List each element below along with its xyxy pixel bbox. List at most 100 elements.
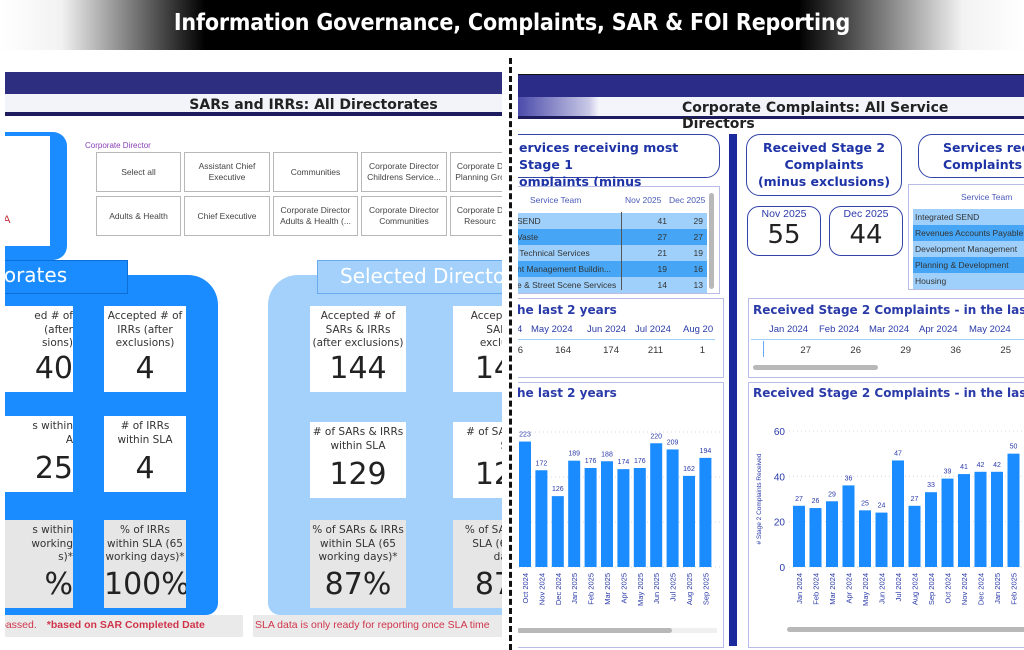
complaints-panel: Corporate Complaints: All Service Direct… — [518, 70, 1024, 650]
matrix-title: Received Stage 2 Complaints - in the las… — [753, 303, 1024, 317]
bar-jul-2025[interactable] — [666, 449, 679, 567]
slicer-option[interactable]: Corporate D Planning Gro — [450, 152, 502, 192]
right-header-bar — [518, 74, 1024, 97]
selected-directorates-tab: Selected Director — [317, 260, 502, 294]
left-header-strip: SARs and IRRs: All Directorates — [5, 94, 502, 116]
kpi-value: 87% — [324, 567, 392, 602]
slicer-option[interactable]: Adults & Health — [96, 196, 181, 236]
bar-nov-2024[interactable] — [535, 470, 548, 567]
slicer-option[interactable]: Corporate Director Childrens Service... — [361, 152, 447, 192]
kpi-value: 129 — [329, 457, 387, 492]
data-label: 33 — [927, 482, 935, 489]
slicer-option[interactable]: Corporate D Resourc — [450, 196, 502, 236]
table-row[interactable]: Revenues Accounts Payable — [913, 225, 1024, 241]
x-tick-label: Feb 2024 — [812, 573, 821, 605]
stage2-card-value: 55 — [767, 220, 801, 250]
table-row[interactable]: Vaste 27 27 — [518, 229, 707, 245]
bar-dec-2024[interactable] — [551, 496, 564, 567]
bar-jul-2024[interactable] — [892, 460, 904, 567]
slicer-option[interactable]: Corporate Director Adults & Health (... — [273, 196, 358, 236]
table-scrollbar[interactable] — [709, 193, 714, 289]
table-row[interactable]: SEND 41 29 — [518, 213, 707, 229]
table-row[interactable]: nt Management Buildin... 19 16 — [518, 261, 707, 277]
data-label: 188 — [601, 451, 613, 458]
bar-apr-2025[interactable] — [617, 469, 630, 567]
x-tick-label: Aug 2024 — [911, 573, 920, 605]
bar-jan-2024[interactable] — [793, 505, 805, 567]
stage2-chart: Received Stage 2 Complaints - in the las… — [748, 382, 1024, 648]
table-row[interactable]: e & Street Scene Services 14 13 — [518, 277, 707, 293]
all-directorates-kpi-card: % of IRRs within SLA (65 working days)* 1… — [104, 520, 186, 608]
bar-apr-2024[interactable] — [842, 485, 855, 567]
bar-feb-2025[interactable] — [584, 468, 597, 567]
slicer-option[interactable]: Corporate Director Communities — [361, 196, 447, 236]
bar-aug-2024[interactable] — [908, 505, 921, 567]
table-row[interactable]: Integrated SEND — [913, 209, 1024, 225]
bar-sep-2025[interactable] — [699, 457, 712, 567]
table-row[interactable]: Technical Services 21 19 — [518, 245, 707, 261]
bar-jan-2025[interactable] — [991, 471, 1003, 567]
kpi-value: 12 — [474, 457, 502, 492]
table-row[interactable]: Housing — [913, 273, 1024, 289]
data-label: 27 — [795, 496, 803, 503]
right-header-strip: Corporate Complaints: All Service Direct… — [518, 97, 1024, 132]
service-team-cell: Planning & Development — [915, 260, 1009, 270]
matrix-month-header: Aug 20 — [683, 324, 714, 335]
dec-2025-cell: 27 — [693, 232, 703, 242]
data-label: 36 — [845, 475, 853, 482]
bar-mar-2025[interactable] — [601, 461, 613, 567]
kpi-value: 100% — [104, 567, 186, 602]
col-nov-2025: Nov 2025 — [625, 195, 662, 205]
data-label: 39 — [944, 469, 952, 476]
bar-may-2025[interactable] — [633, 468, 646, 567]
x-tick-label: Jun 2025 — [652, 573, 661, 604]
matrix-value-cell: 6 — [518, 345, 523, 356]
corporate-director-slicer-label: Corporate Director — [85, 141, 151, 150]
x-tick-label: Jul 2024 — [894, 573, 903, 601]
y-axis-label: # Stage 2 Complaints Received — [756, 453, 763, 544]
bar-jun-2025[interactable] — [650, 443, 663, 567]
slicer-option[interactable]: Communities — [273, 152, 358, 192]
kpi-label: # of SARs & IRRs within SLA — [312, 426, 404, 452]
service-team-cell: Vaste — [518, 232, 539, 242]
bar-jan-2025[interactable] — [568, 460, 581, 567]
summary-card: _A — [5, 132, 67, 260]
chart-scrollbar[interactable] — [518, 628, 672, 633]
table-row[interactable]: Planning & Development — [913, 257, 1024, 273]
x-tick-label: Feb 2025 — [587, 573, 596, 605]
kpi-label: s within working s)* — [31, 524, 73, 564]
bar-mar-2024[interactable] — [826, 501, 838, 567]
matrix-value-cell: 174 — [603, 345, 619, 356]
bar-may-2024[interactable] — [859, 510, 871, 567]
chart-scrollbar[interactable] — [787, 627, 1024, 632]
service-team-cell: Revenues Accounts Payable — [915, 228, 1024, 238]
all-directorates-kpi-card: Accepted # of IRRs (after exclusions) 4 — [104, 306, 186, 392]
bar-oct-2024[interactable] — [941, 478, 954, 567]
kpi-label: Accepte SARs exclus — [470, 310, 502, 350]
data-label: 209 — [667, 439, 679, 446]
service-team-cell: Development Management — [915, 244, 1018, 254]
bar-aug-2025[interactable] — [683, 475, 695, 567]
matrix-month-header: Apr 2024 — [919, 324, 958, 335]
x-tick-label: Jul 2025 — [669, 573, 678, 601]
matrix-scrollbar[interactable] — [753, 365, 878, 370]
bar-feb-2024[interactable] — [809, 508, 822, 567]
x-tick-label: Sep 2024 — [927, 573, 936, 605]
bar-sep-2024[interactable] — [925, 492, 937, 567]
table-row[interactable]: Development Management — [913, 241, 1024, 257]
bar-jun-2024[interactable] — [875, 512, 888, 567]
x-tick-label: May 2024 — [861, 573, 870, 606]
x-tick-label: Jan 2025 — [570, 573, 579, 604]
slicer-option[interactable]: Select all — [96, 152, 181, 192]
bar-dec-2024[interactable] — [974, 471, 987, 567]
slicer-option[interactable]: Assistant Chief Executive — [184, 152, 270, 192]
kpi-value: 14 — [474, 351, 502, 386]
bar-nov-2024[interactable] — [958, 474, 970, 567]
data-label: 47 — [894, 450, 902, 457]
slicer-option[interactable]: Chief Executive — [184, 196, 270, 236]
bar-oct-2024[interactable] — [519, 441, 531, 567]
y-tick-label: 60 — [774, 427, 786, 438]
matrix-title: he last 2 years — [518, 303, 617, 317]
bar-feb-2025[interactable] — [1007, 453, 1020, 567]
all-directorates-kpi-card: s within working s)*% — [5, 520, 73, 608]
